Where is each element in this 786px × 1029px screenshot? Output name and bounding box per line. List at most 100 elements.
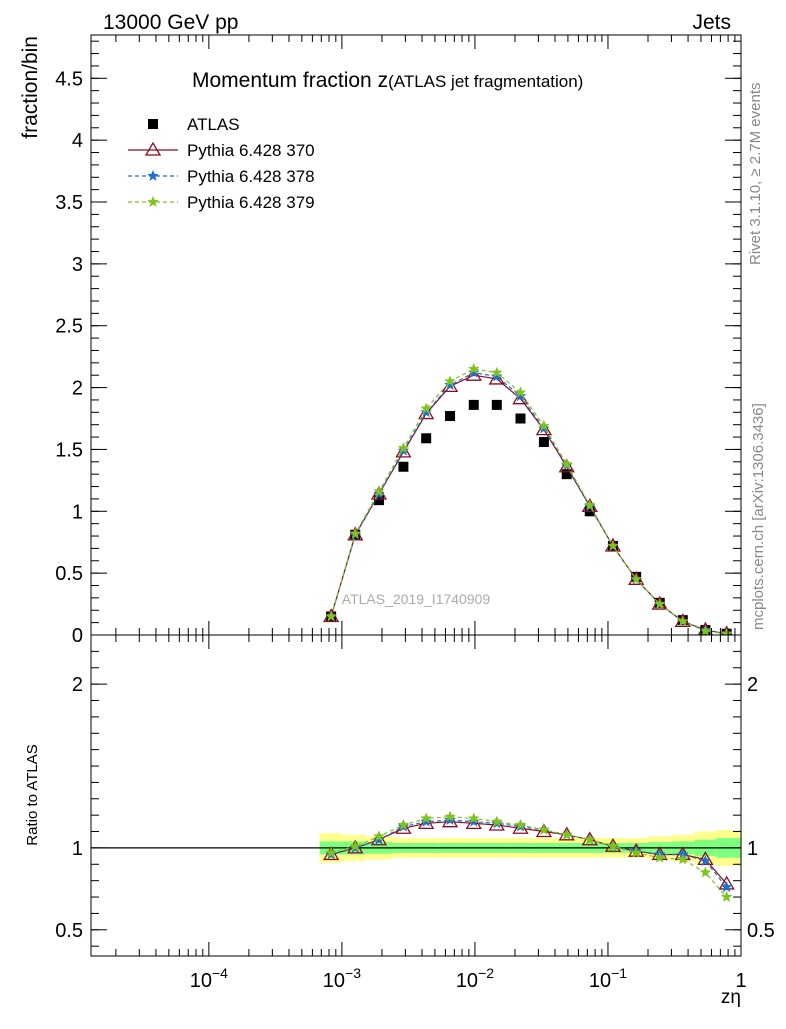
point-atlas — [468, 399, 479, 410]
ratio-point-p379 — [583, 833, 596, 845]
ratio-point-p379 — [676, 853, 689, 865]
y-tick-label: 4.5 — [55, 68, 83, 90]
x-tick-label-base: 10 — [323, 970, 345, 992]
x-tick-label-base: 10 — [456, 970, 478, 992]
point-p379 — [349, 527, 362, 539]
legend-label: Pythia 6.428 379 — [187, 193, 315, 212]
ratio-point-p378 — [420, 815, 433, 827]
point-p379 — [467, 362, 480, 375]
point-p378 — [444, 378, 456, 391]
main-title: Momentum fraction z(ATLAS jet fragmentat… — [192, 69, 583, 92]
point-p379 — [490, 366, 503, 378]
y-tick-label-right: 0.5 — [747, 920, 775, 942]
point-p370 — [535, 421, 553, 436]
x-tick-label-exponent: −4 — [212, 965, 228, 981]
point-p379 — [373, 485, 385, 497]
x-axis-label: zη — [721, 987, 741, 1008]
x-tick-label-exponent: −1 — [611, 965, 627, 981]
point-p379 — [720, 627, 733, 635]
legend: ATLAS Pythia 6.428 370 Pythia 6.428 378 Pyt… — [128, 115, 315, 212]
ratio-point-p379 — [467, 812, 480, 824]
ratio-point-p379 — [373, 830, 385, 842]
y-tick-label: 2.5 — [55, 316, 83, 338]
point-p379 — [606, 539, 619, 552]
x-tick-label: 10−3 — [323, 965, 361, 992]
analysis-watermark: ATLAS_2019_I1740909 — [342, 591, 491, 607]
legend-label: Pythia 6.428 370 — [187, 141, 315, 160]
point-p379 — [325, 610, 338, 622]
ratio-point-p379 — [325, 846, 338, 858]
ratio-point-p378 — [699, 854, 712, 867]
y-tick-label-right: 2 — [747, 674, 758, 696]
ratio-point-p379 — [560, 828, 573, 840]
ratio-point-p379 — [514, 818, 527, 830]
main-y-axis-label: fraction/bin — [19, 36, 42, 139]
ratio-point-p378 — [373, 833, 385, 845]
y-tick-label: 2 — [72, 378, 83, 400]
legend-label: ATLAS — [187, 115, 240, 134]
main-panel: 0 0.5 1 1.5 2 2.5 3 3.5 4 4.5 Momentum fraction z… — [19, 34, 742, 647]
point-atlas — [398, 461, 409, 472]
point-atlas — [538, 437, 549, 448]
point-p370 — [558, 458, 575, 473]
ratio-point-p378 — [467, 815, 480, 827]
point-atlas — [491, 399, 502, 410]
y-tick-label: 4 — [72, 130, 83, 152]
x-tick-label-exponent: −2 — [478, 965, 494, 981]
y-tick-label: 3.5 — [55, 192, 83, 214]
legend-entry-p378: Pythia 6.428 378 — [128, 167, 315, 186]
main-title-text: Momentum fraction z — [192, 69, 388, 92]
y-tick-label-right: 1 — [747, 838, 758, 860]
ratio-point-p379 — [490, 815, 503, 827]
y-tick-label: 1 — [72, 501, 83, 523]
series-line-p379 — [330, 368, 727, 635]
point-p370 — [418, 405, 435, 420]
ratio-point-p378 — [444, 813, 456, 826]
x-tick-label: 1 — [735, 970, 746, 992]
ratio-y-axis-label: Ratio to ATLAS — [24, 744, 41, 845]
header-beam-label: 13000 GeV pp — [103, 11, 238, 34]
point-atlas — [445, 411, 456, 422]
legend-entry-p370: Pythia 6.428 370 — [128, 141, 315, 160]
y-tick-label: 0.5 — [55, 563, 83, 585]
x-tick-label: 10−4 — [190, 965, 228, 992]
ratio-point-p370 — [418, 815, 435, 829]
point-p379 — [676, 615, 689, 627]
legend-marker — [147, 169, 159, 181]
mcplots-credit-label: mcplots.cern.ch [arXiv:1306.3436] — [750, 403, 767, 630]
ratio-point-p379 — [607, 840, 619, 852]
point-p378 — [514, 389, 527, 402]
rivet-version-label: Rivet 3.1.10, ≥ 2.7M events — [747, 83, 764, 266]
x-tick-label-exponent: −3 — [345, 965, 361, 981]
ratio-series-p379 — [325, 810, 733, 903]
legend-label: Pythia 6.428 378 — [187, 167, 315, 186]
legend-marker — [147, 195, 159, 207]
ratio-line-p378 — [330, 819, 728, 888]
ratio-point-p370 — [535, 823, 553, 838]
ratio-point-p379 — [397, 818, 410, 830]
point-p379 — [444, 375, 456, 387]
y-tick-label: 2 — [72, 674, 83, 696]
point-p379 — [630, 573, 643, 585]
legend-marker — [144, 141, 162, 156]
ratio-point-p379 — [720, 890, 733, 903]
legend-entry-p379: Pythia 6.428 379 — [128, 193, 315, 212]
y-tick-label: 1 — [72, 838, 83, 860]
point-atlas — [373, 495, 384, 506]
point-p379 — [514, 386, 527, 398]
point-p379 — [538, 419, 550, 431]
point-p379 — [397, 441, 410, 454]
ratio-point-p379 — [420, 812, 433, 824]
point-atlas — [515, 413, 526, 424]
ratio-point-p370 — [465, 815, 482, 829]
series-p379 — [325, 362, 733, 635]
ratio-point-p379 — [444, 810, 456, 822]
point-p378 — [490, 370, 503, 382]
point-atlas — [561, 469, 572, 480]
ratio-point-p379 — [653, 851, 666, 863]
point-p370 — [395, 443, 412, 458]
ratio-point-p379 — [630, 846, 643, 858]
x-tick-label-base: 10 — [589, 970, 611, 992]
